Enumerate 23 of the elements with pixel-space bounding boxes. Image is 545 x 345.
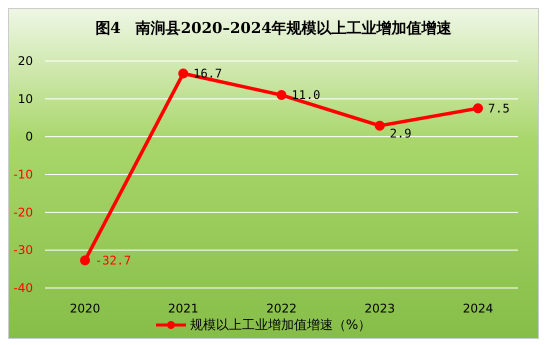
data-label: 7.5 bbox=[488, 101, 510, 116]
x-tick-label: 2022 bbox=[266, 302, 297, 316]
y-tick-label: 20 bbox=[18, 54, 33, 68]
x-tick-label: 2021 bbox=[168, 302, 199, 316]
point bbox=[276, 90, 286, 100]
x-tick-label: 2020 bbox=[70, 302, 100, 316]
data-label: 11.0 bbox=[292, 88, 320, 102]
point bbox=[374, 120, 385, 131]
y-tick-label: -10 bbox=[13, 168, 33, 182]
legend-label: 规模以上工业增加值增速（%） bbox=[188, 317, 372, 334]
point bbox=[473, 103, 483, 114]
data-label: -32.7 bbox=[95, 253, 132, 268]
y-tick-label: -30 bbox=[13, 243, 33, 258]
point bbox=[80, 255, 90, 266]
y-tick-label: 0 bbox=[25, 130, 33, 144]
chart-title: 图4 南涧县2020–2024年规模以上工业增加值增速 bbox=[94, 18, 453, 39]
x-tick-label: 2024 bbox=[462, 302, 494, 316]
y-tick-label: -20 bbox=[13, 205, 33, 220]
x-tick-label: 2023 bbox=[364, 302, 396, 316]
y-tick-label: 10 bbox=[18, 92, 33, 106]
data-label: 16.7 bbox=[193, 66, 222, 80]
y-tick-label: -40 bbox=[13, 281, 33, 295]
point bbox=[178, 68, 188, 78]
